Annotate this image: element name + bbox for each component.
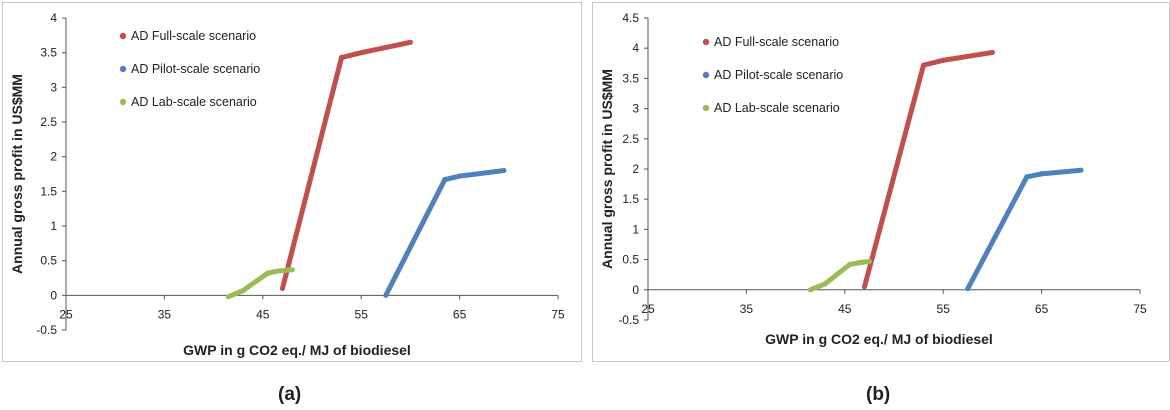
x-tick-label: 25 bbox=[59, 307, 73, 321]
y-tick-label: 3 bbox=[50, 80, 57, 94]
legend-marker-lab bbox=[119, 98, 127, 106]
series-point-full bbox=[989, 49, 996, 56]
x-axis-title: GWP in g CO2 eq./ MJ of biodiesel bbox=[765, 331, 993, 347]
y-tick-label: 3.5 bbox=[622, 71, 639, 85]
x-tick-label: 35 bbox=[158, 307, 172, 321]
x-tick-label: 65 bbox=[453, 307, 467, 321]
caption-b: (b) bbox=[866, 384, 891, 405]
series-point-lab bbox=[289, 267, 295, 273]
legend-label-full: AD Full-scale scenario bbox=[714, 35, 839, 49]
x-tick-label: 35 bbox=[740, 302, 754, 316]
x-tick-label: 55 bbox=[355, 307, 369, 321]
caption-a: (a) bbox=[278, 384, 302, 405]
legend-marker-lab bbox=[702, 104, 710, 112]
x-tick-label: 55 bbox=[937, 302, 951, 316]
chart-panel-b bbox=[592, 2, 1170, 362]
y-tick-label: 2.5 bbox=[622, 132, 639, 146]
y-tick-label: 1.5 bbox=[40, 184, 57, 198]
y-tick-label: 0.5 bbox=[622, 253, 639, 267]
legend-label-full: AD Full-scale scenario bbox=[131, 29, 256, 43]
y-tick-label: 2 bbox=[50, 150, 57, 164]
x-tick-label: 65 bbox=[1035, 302, 1049, 316]
legend-label-pilot: AD Pilot-scale scenario bbox=[714, 68, 843, 82]
legend-label-lab: AD Lab-scale scenario bbox=[131, 95, 257, 109]
y-tick-label: 0 bbox=[632, 283, 639, 297]
x-tick-label: 75 bbox=[1133, 302, 1147, 316]
x-axis-title: GWP in g CO2 eq./ MJ of biodiesel bbox=[183, 342, 411, 358]
y-tick-label: 4 bbox=[50, 11, 57, 25]
legend-marker-pilot bbox=[702, 71, 710, 79]
x-tick-label: 75 bbox=[551, 307, 565, 321]
y-tick-label: 1 bbox=[632, 222, 639, 236]
series-point-pilot bbox=[1078, 167, 1084, 173]
y-tick-label: -0.5 bbox=[618, 313, 639, 327]
y-tick-label: -0.5 bbox=[36, 323, 57, 337]
x-tick-label: 45 bbox=[838, 302, 852, 316]
y-tick-label: 1 bbox=[50, 219, 57, 233]
y-tick-label: 0.5 bbox=[40, 254, 57, 268]
y-tick-label: 1.5 bbox=[622, 192, 639, 206]
x-tick-label: 25 bbox=[641, 302, 655, 316]
legend-label-pilot: AD Pilot-scale scenario bbox=[131, 62, 260, 76]
legend-marker-full bbox=[702, 38, 710, 46]
series-point-full bbox=[407, 39, 413, 45]
y-tick-label: 3.5 bbox=[40, 46, 57, 60]
y-tick-label: 4 bbox=[632, 41, 639, 55]
y-tick-label: 2.5 bbox=[40, 115, 57, 129]
y-axis-title: Annual gross profit in US$MM bbox=[599, 69, 615, 269]
y-tick-label: 0 bbox=[50, 288, 57, 302]
chart-panel-a bbox=[2, 2, 582, 362]
legend-marker-full bbox=[119, 32, 127, 40]
y-tick-label: 4.5 bbox=[622, 11, 639, 25]
y-tick-label: 3 bbox=[632, 102, 639, 116]
legend-label-lab: AD Lab-scale scenario bbox=[714, 101, 840, 115]
y-axis-title: Annual gross profit in US$MM bbox=[9, 74, 25, 274]
series-point-lab bbox=[866, 258, 873, 265]
legend-marker-pilot bbox=[119, 65, 127, 73]
series-point-pilot bbox=[501, 167, 507, 174]
x-tick-label: 45 bbox=[256, 307, 270, 321]
y-tick-label: 2 bbox=[632, 162, 639, 176]
